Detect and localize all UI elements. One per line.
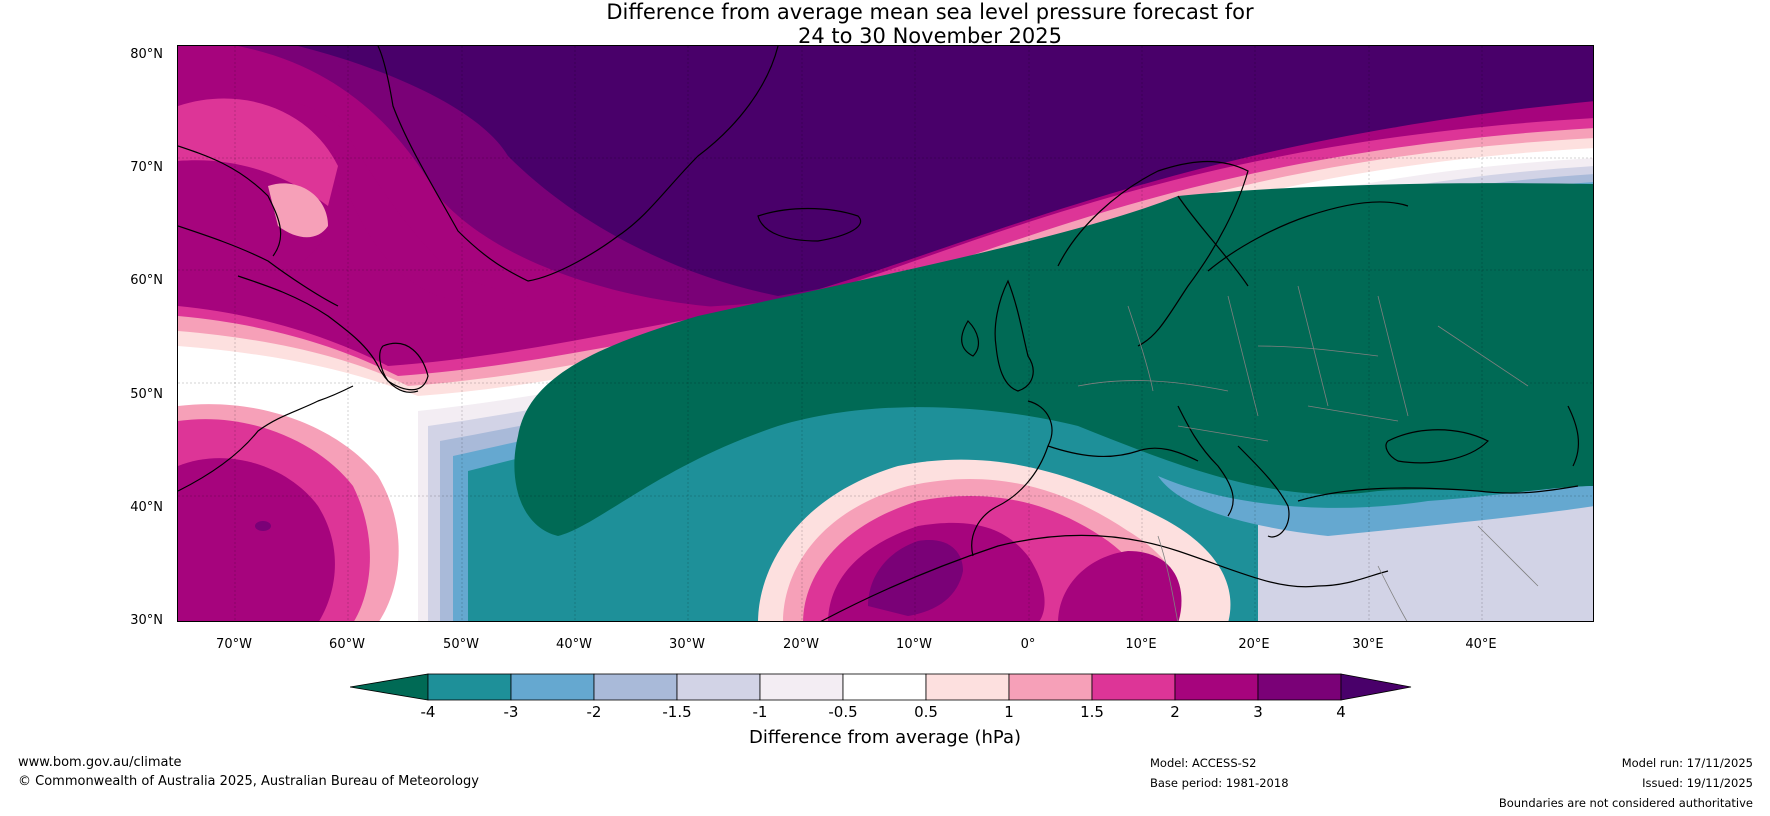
- colorbar-segment: [1174, 673, 1259, 701]
- footer-issued: Issued: 19/11/2025: [1642, 776, 1753, 790]
- footer-disclaimer: Boundaries are not considered authoritat…: [1498, 796, 1753, 810]
- lat-label-40n: 40°N: [130, 500, 163, 515]
- footer-base-period: Base period: 1981-2018: [1150, 776, 1289, 790]
- colorbar-segment: [1257, 673, 1342, 701]
- colorbar-segments: [350, 673, 1412, 701]
- lon-label-40w: 40°W: [556, 637, 592, 652]
- footer-model-run: Model run: 17/11/2025: [1621, 756, 1753, 770]
- cbar-tick-neg05: -0.5: [828, 703, 858, 721]
- title-line-2: 24 to 30 November 2025: [798, 24, 1062, 48]
- lat-label-60n: 60°N: [130, 273, 163, 288]
- lat-label-70n: 70°N: [130, 160, 163, 175]
- footer-model: Model: ACCESS-S2: [1150, 756, 1257, 770]
- cbar-tick-pos2: 2: [1170, 703, 1180, 721]
- cbar-tick-pos4: 4: [1336, 703, 1346, 721]
- cbar-tick-pos05: 0.5: [914, 703, 938, 721]
- band-pos15-west-top: [178, 98, 338, 206]
- colorbar-segment: [427, 673, 512, 701]
- west-pos2: [178, 458, 335, 621]
- lon-label-30w: 30°W: [669, 637, 705, 652]
- colorbar-segment: [1091, 673, 1176, 701]
- colorbar-segment: [842, 673, 927, 701]
- colorbar-segment: [510, 673, 595, 701]
- colorbar-extend-high: [1340, 673, 1412, 701]
- cbar-tick-neg2: -2: [586, 703, 602, 721]
- south-pos2b: [1058, 551, 1182, 621]
- footer-website: www.bom.gov.au/climate: [18, 755, 182, 770]
- lon-label-60w: 60°W: [329, 637, 365, 652]
- se-neg2-strip: [1158, 476, 1593, 536]
- cbar-tick-pos1: 1: [1004, 703, 1014, 721]
- lon-label-50w: 50°W: [443, 637, 479, 652]
- lat-label-50n: 50°N: [130, 387, 163, 402]
- country-borders: [1077, 285, 1539, 621]
- lat-label-30n: 30°N: [130, 613, 163, 628]
- colorbar-label: Difference from average (hPa): [748, 727, 1022, 748]
- lon-label-40e: 40°E: [1465, 637, 1497, 652]
- lat-label-80n: 80°N: [130, 47, 163, 62]
- cbar-tick-neg15: -1.5: [662, 703, 692, 721]
- colorbar: [350, 673, 1412, 701]
- map-canvas: [178, 46, 1593, 621]
- band-neg4-core: [514, 183, 1593, 536]
- cbar-tick-pos15: 1.5: [1080, 703, 1104, 721]
- lon-label-70w: 70°W: [216, 637, 252, 652]
- map-title: Difference from average mean sea level p…: [0, 0, 1770, 48]
- cbar-tick-neg4: -4: [420, 703, 436, 721]
- cbar-tick-neg1: -1: [752, 703, 768, 721]
- colorbar-segment: [759, 673, 844, 701]
- lon-label-10w: 10°W: [896, 637, 932, 652]
- graticule: [178, 46, 1593, 621]
- colorbar-segment: [593, 673, 678, 701]
- cbar-tick-pos3: 3: [1253, 703, 1263, 721]
- footer-copyright: © Commonwealth of Australia 2025, Austra…: [18, 774, 479, 789]
- west-pos3-spot: [255, 521, 271, 531]
- lon-label-0: 0°: [1020, 637, 1036, 652]
- south-pos3: [868, 540, 963, 616]
- labrador-pos1-spot: [268, 183, 328, 238]
- cbar-tick-neg3: -3: [503, 703, 519, 721]
- coastlines: [178, 46, 1579, 621]
- lon-label-30e: 30°E: [1352, 637, 1384, 652]
- colorbar-segment: [1008, 673, 1093, 701]
- pressure-anomaly-map: [177, 45, 1594, 622]
- colorbar-segment: [676, 673, 761, 701]
- lon-label-20w: 20°W: [783, 637, 819, 652]
- colorbar-segment: [925, 673, 1010, 701]
- lon-label-10e: 10°E: [1125, 637, 1157, 652]
- lon-label-20e: 20°E: [1238, 637, 1270, 652]
- title-line-1: Difference from average mean sea level p…: [606, 0, 1254, 24]
- colorbar-extend-low: [350, 673, 429, 701]
